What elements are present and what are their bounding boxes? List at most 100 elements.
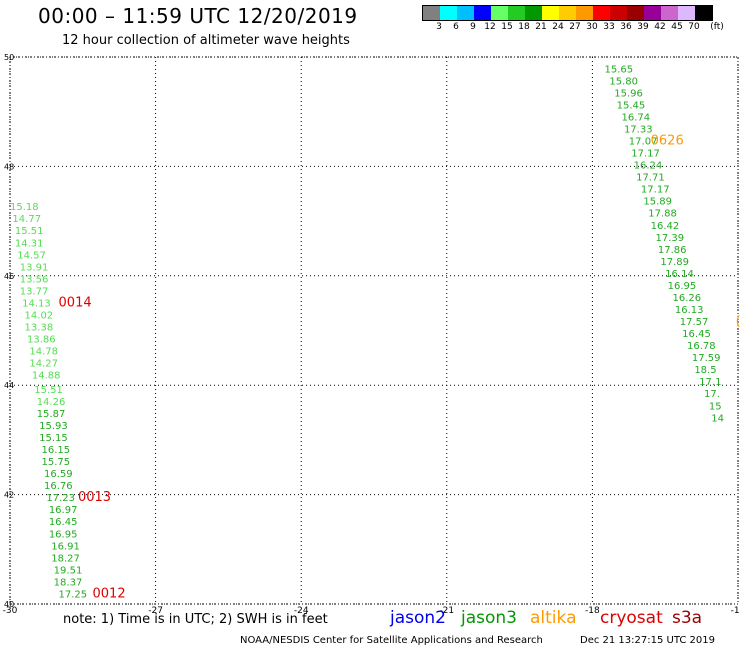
wave-height-value: 16.95 — [668, 281, 697, 292]
wave-height-value: 15.96 — [614, 88, 643, 99]
wave-height-value: 14 — [711, 413, 724, 424]
wave-height-value: 16.95 — [49, 529, 78, 540]
wave-height-value: 16.91 — [51, 541, 80, 552]
wave-height-value: 14.27 — [29, 359, 58, 370]
map-subtitle: 12 hour collection of altimeter wave hei… — [62, 33, 350, 48]
pass-time-label: 0626 — [651, 134, 684, 149]
color-swatch — [423, 6, 440, 20]
color-scale-label: 12 — [484, 22, 496, 32]
wave-height-value: 13.91 — [20, 262, 49, 273]
wave-height-value: 14.78 — [29, 347, 58, 358]
y-tick-label: 48 — [4, 162, 14, 171]
wave-height-value: 17.59 — [692, 353, 721, 364]
wave-height-value: 15 — [709, 401, 722, 412]
wave-height-value: 16.15 — [42, 445, 71, 456]
wave-height-value: 15.65 — [605, 64, 634, 75]
wave-height-value: 17.57 — [680, 317, 709, 328]
color-swatch — [695, 6, 712, 20]
wave-height-value: 14.26 — [37, 397, 66, 408]
wave-height-value: 16.78 — [687, 341, 716, 352]
color-scale-label: (ft) — [710, 22, 724, 32]
color-scale-label: 39 — [637, 22, 649, 32]
pass-time-label: 0014 — [59, 295, 92, 310]
y-tick-label: 50 — [4, 53, 14, 62]
pass-time-label: 0012 — [93, 586, 126, 601]
wave-height-value: 17. — [704, 389, 720, 400]
color-swatch — [576, 6, 593, 20]
legend-jason2: jason2 — [390, 608, 446, 628]
color-scale-label: 15 — [501, 22, 513, 32]
wave-height-value: 16.45 — [49, 517, 78, 528]
wave-height-value: 15.15 — [39, 433, 68, 444]
wave-height-value: 15.93 — [39, 421, 68, 432]
color-swatch — [644, 6, 661, 20]
color-scale-label: 33 — [603, 22, 615, 32]
credit-timestamp: Dec 21 13:27:15 UTC 2019 — [580, 635, 715, 646]
color-swatch — [491, 6, 508, 20]
color-swatch — [508, 6, 525, 20]
pass-time-label: 0013 — [78, 490, 111, 505]
wave-height-value: 14.02 — [25, 310, 54, 321]
pass-time-label: ( — [736, 314, 740, 329]
color-scale-label: 21 — [535, 22, 547, 32]
wave-height-value: 19.51 — [54, 565, 83, 576]
wave-height-value: 17.33 — [624, 124, 653, 135]
wave-height-value: 14.88 — [32, 371, 61, 382]
color-scale-label: 6 — [453, 22, 459, 32]
color-scale-label: 45 — [671, 22, 683, 32]
wave-height-value: 17.39 — [655, 233, 684, 244]
wave-height-value: 14.57 — [17, 250, 46, 261]
color-scale-label: 3 — [436, 22, 442, 32]
wave-height-value: 17.71 — [636, 173, 665, 184]
wave-height-value: 13.77 — [20, 286, 49, 297]
x-tick-label: -27 — [148, 606, 163, 616]
wave-height-value: 17.1 — [699, 377, 721, 388]
wave-height-value: 17.07 — [629, 137, 658, 148]
wave-height-value: 15.87 — [37, 409, 66, 420]
wave-height-value: 13.38 — [25, 323, 54, 334]
y-tick-label: 46 — [4, 272, 14, 281]
x-tick-label: -30 — [3, 606, 18, 616]
wave-height-value: 16.97 — [49, 505, 78, 516]
color-swatch — [678, 6, 695, 20]
credit-organization: NOAA/NESDIS Center for Satellite Applica… — [240, 635, 543, 646]
color-swatch — [474, 6, 491, 20]
legend-cryosat: cryosat — [600, 608, 663, 628]
x-tick-label: -15 — [731, 606, 740, 616]
color-swatch — [593, 6, 610, 20]
color-scale-label: 24 — [552, 22, 564, 32]
color-scale-label: 70 — [688, 22, 700, 32]
color-scale-label: 30 — [586, 22, 598, 32]
y-tick-label: 42 — [4, 491, 14, 500]
color-scale-label: 42 — [654, 22, 666, 32]
color-swatch — [457, 6, 474, 20]
wave-height-value: 17.89 — [660, 257, 689, 268]
y-tick-label: 40 — [4, 600, 14, 609]
wave-height-value: 17.25 — [59, 589, 88, 600]
wave-height-value: 17.88 — [648, 209, 677, 220]
wave-height-value: 14.77 — [12, 214, 41, 225]
wave-height-value: 18.37 — [54, 577, 83, 588]
wave-height-value: 15.80 — [609, 76, 638, 87]
wave-height-value: 16.26 — [672, 293, 701, 304]
wave-height-value: 17.86 — [658, 245, 687, 256]
wave-height-value: 16.59 — [44, 469, 73, 480]
color-swatch — [559, 6, 576, 20]
wave-height-value: 15.18 — [10, 202, 39, 213]
legend-jason3: jason3 — [461, 608, 517, 628]
wave-height-value: 18.27 — [51, 553, 80, 564]
wave-height-value: 14.13 — [22, 298, 51, 309]
color-scale-label: 36 — [620, 22, 632, 32]
wave-height-value: 15.45 — [617, 100, 646, 111]
wave-height-value: 16.74 — [622, 112, 651, 123]
wave-height-value: 15.89 — [643, 197, 672, 208]
color-scale-label: 18 — [518, 22, 530, 32]
color-swatch — [542, 6, 559, 20]
wave-height-value: 13.56 — [20, 274, 49, 285]
wave-height-value: 16.45 — [682, 329, 711, 340]
map-title: 00:00 – 11:59 UTC 12/20/2019 — [38, 4, 358, 28]
footer-note: note: 1) Time is in UTC; 2) SWH is in fe… — [63, 612, 328, 627]
color-scale-label: 9 — [470, 22, 476, 32]
color-swatch — [627, 6, 644, 20]
